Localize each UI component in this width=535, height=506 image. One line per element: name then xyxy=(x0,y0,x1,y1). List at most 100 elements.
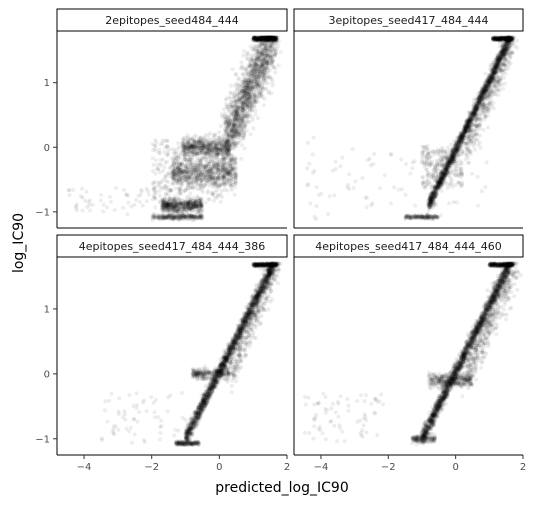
data-point xyxy=(206,189,211,194)
data-point xyxy=(236,129,241,134)
data-point xyxy=(151,180,156,185)
data-point xyxy=(254,81,259,86)
data-point xyxy=(265,68,270,73)
data-point xyxy=(263,86,268,91)
data-point xyxy=(172,196,176,201)
data-point xyxy=(156,167,161,172)
data-point xyxy=(244,91,249,96)
data-point xyxy=(167,203,172,208)
data-point xyxy=(226,168,231,173)
data-point xyxy=(240,143,244,148)
data-point xyxy=(269,91,274,96)
data-point xyxy=(254,66,259,71)
data-point xyxy=(252,76,257,81)
data-point xyxy=(151,186,156,191)
data-point xyxy=(227,144,232,149)
data-point xyxy=(195,158,199,163)
data-point xyxy=(112,208,117,213)
data-point xyxy=(269,40,273,45)
data-point xyxy=(99,192,104,197)
data-point xyxy=(168,146,173,151)
data-point xyxy=(208,168,212,173)
data-point xyxy=(178,161,183,166)
data-point xyxy=(176,145,181,150)
data-point xyxy=(270,80,275,85)
data-point xyxy=(217,130,221,135)
data-point xyxy=(227,156,232,161)
data-point xyxy=(234,109,239,113)
data-point xyxy=(252,48,257,52)
data-point xyxy=(213,190,218,195)
data-point xyxy=(249,89,254,94)
data-point xyxy=(185,166,190,171)
data-point xyxy=(240,64,245,69)
data-point xyxy=(201,155,206,159)
data-point xyxy=(261,103,266,108)
data-point xyxy=(84,189,89,194)
data-point xyxy=(218,182,222,187)
data-point xyxy=(265,64,270,69)
data-point xyxy=(273,70,278,75)
data-point xyxy=(200,141,205,146)
data-point xyxy=(176,141,180,146)
data-point xyxy=(191,167,196,172)
data-point xyxy=(270,58,275,63)
data-point xyxy=(233,160,238,165)
data-point xyxy=(257,68,261,73)
data-point xyxy=(231,147,236,151)
data-point xyxy=(216,192,221,197)
data-point xyxy=(153,205,158,210)
data-point xyxy=(166,215,171,220)
data-point xyxy=(165,153,170,158)
data-point xyxy=(231,104,236,109)
data-point xyxy=(160,138,165,143)
data-point xyxy=(201,165,206,170)
data-point xyxy=(246,86,251,91)
data-point xyxy=(224,127,229,132)
data-point xyxy=(188,191,193,196)
data-point xyxy=(242,146,247,151)
data-point xyxy=(241,126,246,131)
data-point xyxy=(240,101,244,106)
data-point xyxy=(180,209,185,214)
data-point xyxy=(241,83,246,88)
data-point xyxy=(232,95,237,100)
data-point xyxy=(263,78,268,83)
data-point xyxy=(179,183,184,187)
data-point xyxy=(264,35,269,40)
data-point xyxy=(211,155,216,160)
data-point xyxy=(136,194,141,198)
data-point xyxy=(248,59,253,64)
data-point xyxy=(252,97,257,102)
data-point xyxy=(253,79,258,84)
data-point xyxy=(192,145,197,150)
data-point xyxy=(270,83,275,88)
data-point xyxy=(240,107,245,112)
data-point xyxy=(229,154,234,158)
data-point xyxy=(169,155,174,160)
data-point xyxy=(248,78,253,83)
data-point xyxy=(240,72,245,77)
data-point xyxy=(229,185,234,190)
data-point xyxy=(189,136,194,141)
data-point xyxy=(213,182,218,187)
data-point xyxy=(221,107,226,112)
data-point xyxy=(194,179,199,184)
data-point xyxy=(213,177,218,182)
data-point xyxy=(259,55,264,60)
data-point xyxy=(140,203,145,208)
data-point xyxy=(248,100,253,104)
data-point xyxy=(222,150,227,155)
data-point xyxy=(240,93,245,98)
data-point xyxy=(114,186,118,190)
data-point xyxy=(219,143,224,148)
data-point xyxy=(240,82,245,87)
data-point xyxy=(214,150,219,155)
data-point xyxy=(181,148,186,152)
data-point xyxy=(229,128,234,133)
data-point xyxy=(184,174,189,179)
data-point xyxy=(234,72,239,77)
data-point xyxy=(176,196,181,201)
data-point xyxy=(233,124,238,129)
data-point xyxy=(253,112,258,117)
